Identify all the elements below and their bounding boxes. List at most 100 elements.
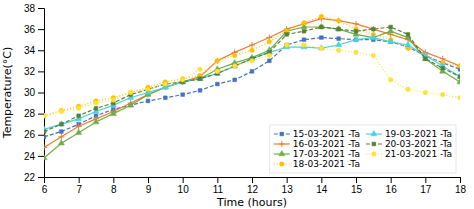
marker (233, 64, 237, 68)
tick: 10 (178, 177, 190, 195)
marker (232, 64, 237, 69)
line (44, 27, 460, 132)
marker (405, 41, 411, 46)
marker (371, 53, 376, 58)
tick-mark (217, 177, 218, 183)
marker (336, 26, 342, 31)
marker (181, 93, 185, 97)
marker (302, 43, 307, 48)
marker (319, 46, 324, 51)
marker (215, 69, 220, 74)
marker (318, 45, 324, 50)
tick-label: 10 (178, 184, 190, 195)
marker (215, 59, 220, 64)
tick: 14 (316, 177, 328, 195)
legend-item: 18-03-2021 -Ta (274, 159, 360, 169)
marker (94, 101, 99, 106)
tick-mark (113, 177, 114, 183)
tick: 11 (213, 177, 224, 195)
tick-label: 7 (76, 184, 82, 195)
tick-label: 36 (24, 24, 36, 35)
tick: 38 (24, 3, 44, 14)
tick-label: 22 (24, 172, 36, 183)
series (44, 34, 460, 131)
marker (440, 92, 445, 97)
marker (284, 43, 289, 48)
series (44, 24, 460, 160)
marker (94, 106, 98, 110)
chart: 6789101112131415161718222426283032343638… (0, 0, 474, 209)
line (44, 27, 460, 158)
marker (128, 90, 133, 95)
tick-label: 24 (24, 151, 36, 162)
tick-label: 30 (24, 87, 36, 98)
marker (110, 110, 116, 115)
marker (458, 75, 460, 79)
marker (458, 64, 460, 69)
line (44, 45, 460, 116)
marker (319, 14, 324, 19)
tick: 24 (24, 151, 44, 162)
marker (267, 53, 272, 58)
legend-label: 17-03-2021 -Ta (293, 149, 360, 159)
series (44, 43, 460, 118)
tick-label: 11 (213, 184, 224, 195)
tick-label: 26 (24, 129, 36, 140)
tick-mark (38, 71, 44, 72)
marker (250, 70, 254, 74)
tick-mark (38, 50, 44, 51)
marker (111, 98, 116, 103)
tick-mark (356, 177, 357, 183)
marker (58, 134, 64, 140)
marker (44, 135, 46, 139)
marker (232, 63, 238, 68)
legend-label: 16-03-2021 -Ta (293, 139, 360, 149)
marker (163, 96, 167, 100)
x-axis-title: Time (hours) (216, 196, 287, 209)
tick: 22 (24, 172, 44, 183)
axis-line (45, 178, 461, 184)
tick: 17 (420, 177, 432, 195)
tick-mark (321, 177, 322, 183)
plot: 6789101112131415161718222426283032343638… (24, 3, 467, 195)
marker (302, 38, 306, 42)
marker (198, 67, 203, 72)
marker (370, 34, 376, 39)
y-axis-title: Temperature(°C) (1, 47, 14, 139)
tick-mark (252, 177, 253, 183)
marker (146, 99, 150, 103)
tick: 28 (24, 108, 44, 119)
marker (336, 18, 342, 24)
marker (59, 109, 64, 114)
legend-item: 17-03-2021 -Ta (274, 149, 360, 159)
tick-mark (148, 177, 149, 183)
marker (232, 53, 237, 58)
marker (458, 96, 460, 101)
marker (284, 28, 290, 33)
marker (406, 87, 411, 92)
tick-mark (460, 177, 461, 183)
tick-mark (287, 177, 288, 183)
marker (180, 78, 186, 83)
marker (163, 82, 167, 86)
tick-label: 14 (316, 184, 328, 195)
legend-marker (280, 132, 284, 136)
legend-marker (372, 152, 377, 157)
tick: 15 (351, 177, 363, 195)
marker (318, 24, 324, 29)
tick: 7 (76, 177, 82, 195)
legend-marker (372, 142, 376, 146)
marker (58, 140, 64, 145)
legend-item: 16-03-2021 -Ta (274, 139, 360, 149)
series (44, 14, 460, 118)
marker (337, 27, 341, 31)
tick-label: 28 (24, 108, 36, 119)
marker (44, 144, 47, 150)
marker (110, 109, 116, 115)
tick: 6 (42, 177, 48, 195)
legend-label: 15-03-2021 -Ta (293, 129, 360, 139)
marker (354, 29, 358, 33)
marker (388, 78, 393, 83)
y-axis: 222426283032343638 (24, 3, 45, 183)
marker (215, 82, 219, 86)
